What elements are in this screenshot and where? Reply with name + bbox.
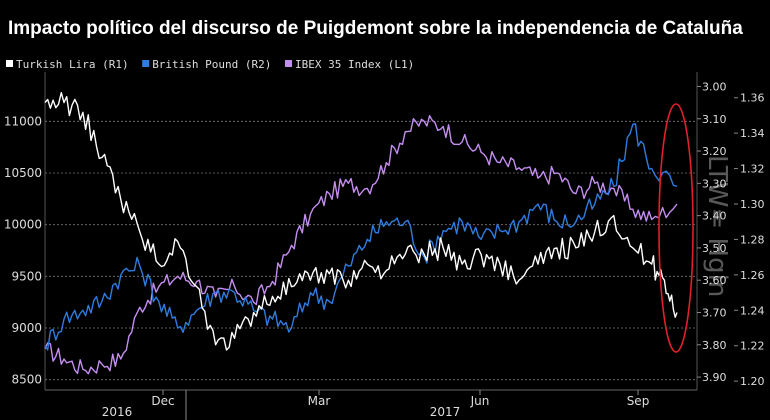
series-line [44,91,678,351]
y-r1-tick-label: 3.40 [702,210,727,223]
y-r2-tick-label: 1.24 [740,304,765,317]
y-left-tick-label: 9000 [11,321,42,335]
watermark-text: LTW= Hgin [702,155,732,297]
x-tick-label: Sep [627,394,650,408]
y-left-tick-label: 8500 [11,373,42,387]
x-year-label: 2016 [102,405,133,419]
legend-label: IBEX 35 Index (L1) [295,58,414,71]
x-tick-label: Dec [151,394,174,408]
legend-swatch [285,60,292,67]
x-year-label: 2017 [430,405,461,419]
legend-swatch [6,60,13,67]
y-r1-tick-label: 3.70 [702,307,727,320]
y-r1-tick-label: 3.00 [702,80,727,93]
y-r1-tick-label: 3.80 [702,339,727,352]
series-line [44,123,678,351]
y-left-tick-label: 10500 [4,166,42,180]
y-r2-tick-label: 1.26 [740,269,765,282]
x-tick-label: Mar [308,394,331,408]
y-r1-tick-label: 3.20 [702,145,727,158]
y-r2-tick-label: 1.34 [740,127,765,140]
y-r1-tick-label: 3.10 [702,113,727,126]
x-tick-label: Jun [470,394,490,408]
y-left-tick-label: 10000 [4,218,42,232]
y-r1-tick-label: 3.90 [702,371,727,384]
y-left-tick-label: 9500 [11,269,42,283]
y-r1-tick-label: 3.30 [702,177,727,190]
legend-swatch [142,60,150,67]
highlight-ellipse [658,103,694,353]
series-line [44,114,678,375]
legend-label: Turkish Lira (R1) [16,58,129,71]
y-r1-tick-label: 3.50 [702,242,727,255]
y-r2-tick-label: 1.32 [740,163,765,176]
y-r2-tick-label: 1.30 [740,198,765,211]
y-r1-tick-label: 3.60 [702,274,727,287]
y-r2-tick-label: 1.28 [740,233,765,246]
chart-title: Impacto político del discurso de Puigdem… [8,18,743,39]
legend-label: British Pound (R2) [152,58,271,71]
y-r2-tick-label: 1.22 [740,340,765,353]
y-r2-tick-label: 1.20 [740,375,765,388]
y-left-tick-label: 11000 [4,114,42,128]
y-r2-tick-label: 1.36 [740,92,765,105]
